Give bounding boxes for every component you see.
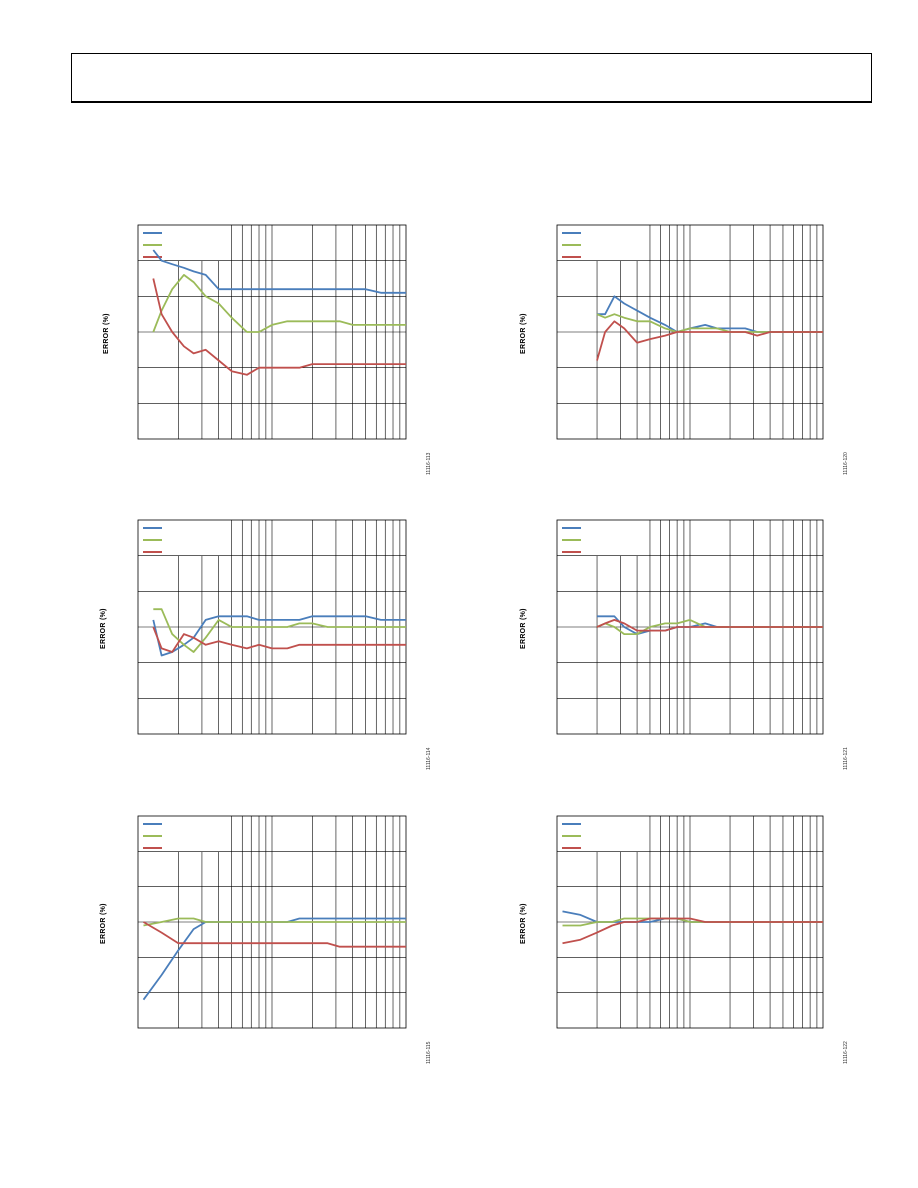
series-line-red <box>596 320 823 361</box>
series-line-blue <box>597 615 823 635</box>
series-line-red <box>143 921 406 948</box>
series-line-red <box>152 278 406 376</box>
chart-1-ylabel: ERROR (%) <box>103 313 110 354</box>
chart-6-legend <box>562 823 581 849</box>
chart-2 <box>556 224 824 440</box>
chart-1-grid <box>138 225 406 439</box>
series-line-blue <box>152 249 406 294</box>
chart-5-grid <box>138 816 406 1028</box>
chart-3 <box>137 519 407 735</box>
series-line-blue <box>562 910 823 923</box>
chart-4-ylabel: ERROR (%) <box>520 608 527 649</box>
chart-2-figure-id: 11116-120 <box>843 452 849 475</box>
chart-1-figure-id: 11116-113 <box>426 452 432 475</box>
chart-3-legend <box>143 527 162 553</box>
chart-4-legend <box>562 527 581 553</box>
series-line-green <box>153 608 406 653</box>
chart-5-legend <box>143 823 162 849</box>
series-line-green <box>596 313 823 333</box>
series-line-blue <box>597 295 823 333</box>
series-line-green <box>143 917 406 927</box>
chart-3-figure-id: 11116-114 <box>426 747 432 770</box>
chart-5 <box>137 815 407 1029</box>
series-line-red <box>152 626 406 653</box>
chart-1 <box>137 224 407 440</box>
chart-1-frame <box>137 224 407 440</box>
series-line-green <box>152 274 406 333</box>
chart-4-figure-id: 11116-121 <box>843 747 849 770</box>
page-header-box <box>71 53 872 103</box>
chart-2-ylabel: ERROR (%) <box>520 313 527 354</box>
series-line-red <box>596 619 823 632</box>
chart-5-figure-id: 11116-115 <box>426 1041 432 1064</box>
series-line-red <box>562 917 823 945</box>
series-line-blue <box>142 917 406 1001</box>
chart-6 <box>556 815 824 1029</box>
chart-5-ylabel: ERROR (%) <box>100 903 107 944</box>
chart-1-legend <box>143 232 162 258</box>
series-line-blue <box>152 615 406 657</box>
chart-4 <box>556 519 824 735</box>
chart-6-figure-id: 11116-122 <box>843 1041 849 1064</box>
chart-3-ylabel: ERROR (%) <box>100 608 107 649</box>
chart-2-legend <box>562 232 581 258</box>
chart-6-ylabel: ERROR (%) <box>520 903 527 944</box>
